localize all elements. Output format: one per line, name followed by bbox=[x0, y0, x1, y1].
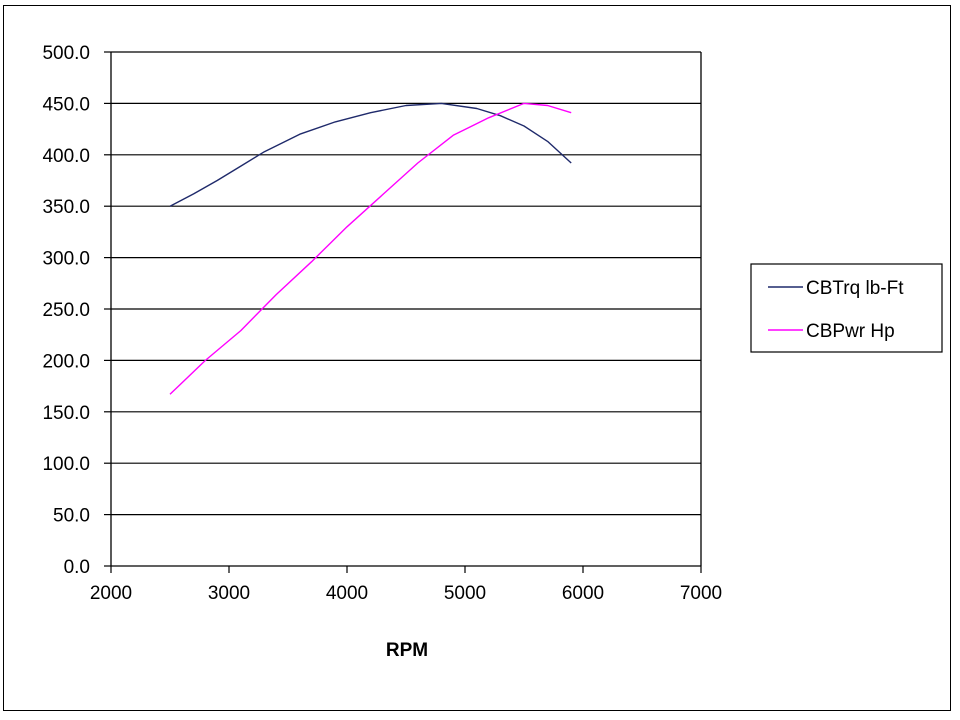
x-tick-label: 4000 bbox=[326, 583, 368, 604]
series-line-0 bbox=[169, 102, 572, 207]
y-tick-label: 250.0 bbox=[42, 300, 90, 321]
y-axis-tick-labels: 0.0 50.0 100.0 150.0 200.0 250.0 300.0 350.0 400… bbox=[42, 43, 90, 578]
axes bbox=[110, 52, 702, 573]
x-tick-label: 3000 bbox=[208, 583, 250, 604]
x-tick-label: 6000 bbox=[562, 583, 604, 604]
y-tick-label: 50.0 bbox=[53, 506, 90, 527]
x-tick-label: 2000 bbox=[90, 583, 132, 604]
y-tick-label: 200.0 bbox=[42, 351, 90, 372]
y-tick-label: 150.0 bbox=[42, 403, 90, 424]
x-tick-label: 7000 bbox=[680, 583, 722, 604]
y-tick-label: 350.0 bbox=[42, 197, 90, 218]
y-tick-label: 500.0 bbox=[42, 43, 90, 64]
legend-box bbox=[750, 263, 943, 353]
chart-frame bbox=[3, 5, 951, 711]
series-line-1 bbox=[169, 102, 572, 395]
y-tick-label: 400.0 bbox=[42, 146, 90, 167]
y-tick-label: 0.0 bbox=[64, 557, 90, 578]
y-tick-label: 300.0 bbox=[42, 249, 90, 270]
data-series bbox=[169, 102, 572, 395]
legend-label-torque: CBTrq lb-Ft bbox=[806, 278, 904, 299]
y-tick-label: 100.0 bbox=[42, 454, 90, 475]
gridlines bbox=[104, 51, 701, 567]
x-axis-tick-labels: 2000 3000 4000 5000 6000 7000 bbox=[90, 583, 722, 604]
legend: CBTrq lb-Ft CBPwr Hp bbox=[750, 263, 943, 353]
x-tick-label: 5000 bbox=[444, 583, 486, 604]
y-tick-label: 450.0 bbox=[42, 94, 90, 115]
x-axis-title: RPM bbox=[386, 640, 428, 661]
legend-label-power: CBPwr Hp bbox=[806, 321, 895, 342]
